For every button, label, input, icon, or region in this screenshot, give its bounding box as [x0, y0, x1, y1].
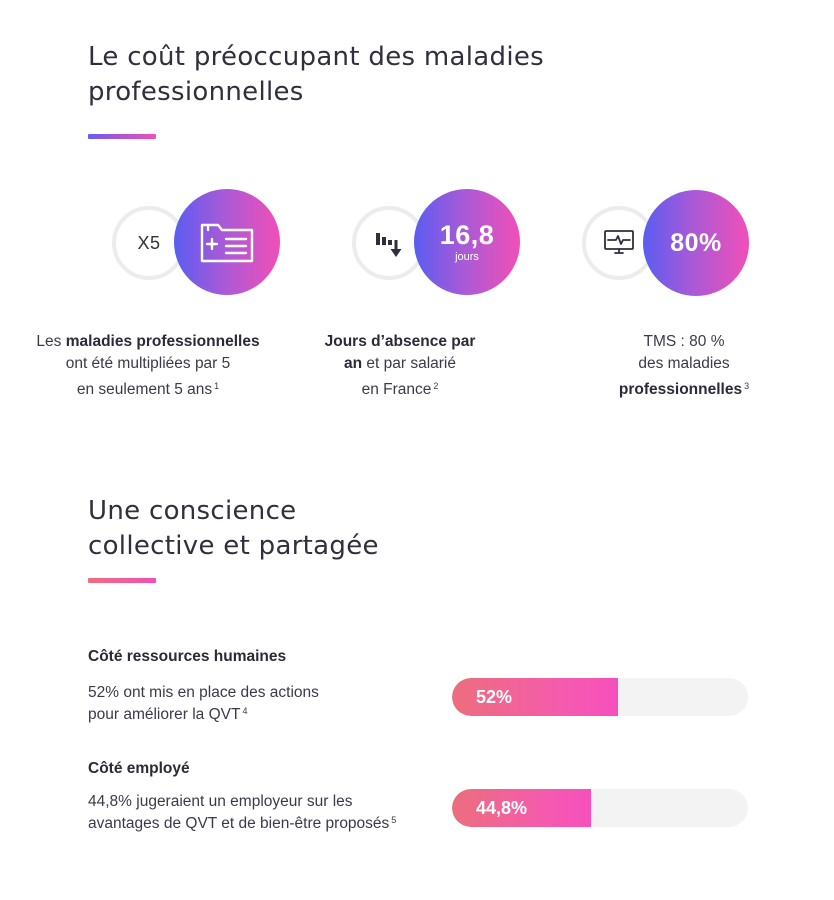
section-title-awareness: Une conscience collective et partagée: [88, 494, 379, 564]
desc-line: pour améliorer la QVT: [88, 706, 241, 723]
text-bold: Jours d’absence par: [324, 333, 476, 350]
stat-ring: X5: [112, 206, 186, 280]
stat-description: Jours d’absence par an et par salarié en…: [280, 331, 520, 401]
stat-absence-days: 16,8 jours Jours d’absence par an et par…: [280, 189, 520, 399]
text-part: et par salarié: [362, 355, 456, 372]
footnote: 3: [744, 381, 750, 391]
desc-line: 52% ont mis en place des actions: [88, 684, 319, 701]
title-line: Le coût préoccupant des maladies: [88, 42, 544, 72]
text-bold: maladies professionnelles: [65, 333, 260, 350]
text-line: en seulement 5 ans: [76, 381, 213, 398]
medical-folder-icon: [200, 223, 254, 263]
employee-heading: Côté employé: [88, 760, 190, 777]
footnote: 1: [214, 381, 220, 391]
text-line: en France: [361, 381, 432, 398]
footnote: 4: [242, 706, 248, 716]
hr-progress-bar: 52%: [452, 678, 748, 716]
text-part: Les: [36, 333, 66, 350]
title-underline: [88, 578, 156, 583]
monitor-heartbeat-icon: [604, 230, 634, 254]
stat-circle: [174, 189, 280, 295]
section-title-cost: Le coût préoccupant des maladies profess…: [88, 40, 544, 110]
stat-value: 16,8: [439, 219, 495, 250]
text-bold: an: [343, 355, 363, 372]
stat-multiplied: X5 Les maladies professionnelles ont été…: [28, 189, 280, 401]
progress-fill: 44,8%: [452, 789, 592, 827]
desc-line: avantages de QVT et de bien-être proposé…: [88, 815, 390, 832]
employee-description: 44,8% jugeraient un employeur sur les av…: [88, 792, 438, 833]
stat-value: 80%: [670, 229, 722, 257]
title-line: Une conscience: [88, 496, 297, 526]
progress-label: 52%: [476, 686, 513, 707]
hr-description: 52% ont mis en place des actions pour am…: [88, 683, 428, 724]
text-line: TMS : 80 %: [643, 333, 725, 350]
progress-fill: 52%: [452, 678, 618, 716]
stat-description: TMS : 80 % des maladies professionnelles…: [564, 331, 804, 401]
stat-circle: 80%: [643, 190, 749, 296]
text-line: des maladies: [638, 355, 730, 372]
title-line: professionnelles: [88, 77, 304, 107]
hr-heading: Côté ressources humaines: [88, 648, 287, 665]
title-line: collective et partagée: [88, 531, 379, 561]
footnote: 5: [391, 815, 397, 825]
stat-ring: [352, 206, 426, 280]
employee-progress-bar: 44,8%: [452, 789, 748, 827]
text-bold: professionnelles: [618, 381, 743, 398]
bar-chart-down-icon: [376, 233, 402, 257]
stat-description: Les maladies professionnelles ont été mu…: [28, 331, 268, 401]
stat-circle: 16,8 jours: [414, 189, 520, 295]
desc-line: 44,8% jugeraient un employeur sur les: [88, 793, 353, 810]
stat-tms: 80% TMS : 80 % des maladies professionne…: [510, 189, 750, 399]
text-line: ont été multipliées par 5: [65, 355, 231, 372]
footnote: 2: [433, 381, 439, 391]
ring-text: X5: [137, 232, 161, 253]
stat-unit: jours: [455, 250, 479, 263]
title-underline: [88, 134, 156, 139]
progress-label: 44,8%: [476, 797, 528, 818]
